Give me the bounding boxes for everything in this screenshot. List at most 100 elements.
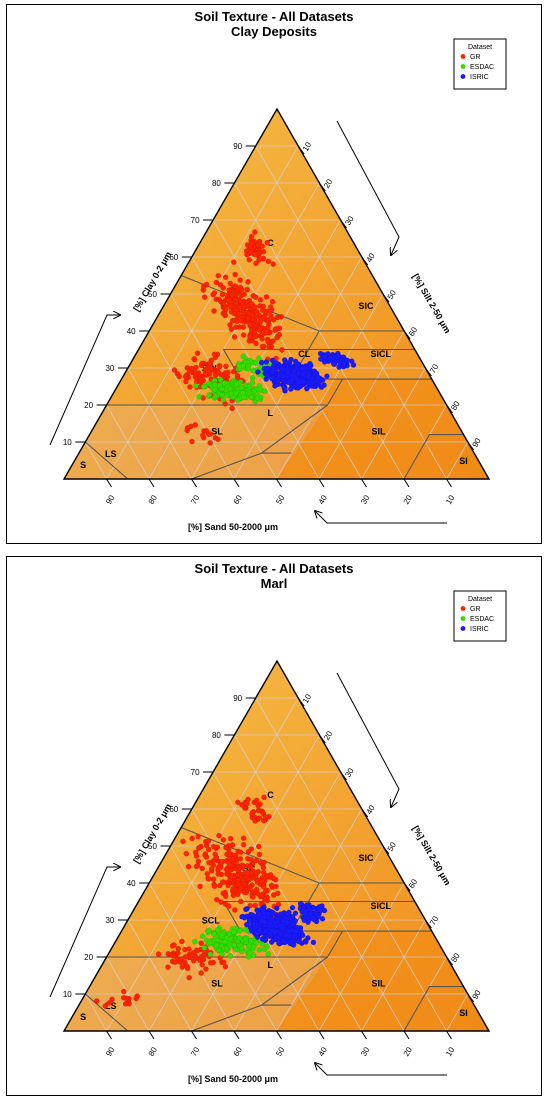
data-point-gr [218, 899, 224, 905]
sand-tick-label: 20 [402, 1045, 415, 1058]
data-point-gr [176, 373, 182, 380]
sand-tick-label: 40 [317, 493, 330, 506]
data-point-isric [299, 932, 306, 939]
data-point-gr [263, 874, 270, 880]
data-point-gr [253, 308, 260, 315]
soil-texture-panel-marl: Soil Texture - All DatasetsMarlCSCSICSIC… [6, 556, 542, 1096]
class-label-sic: SIC [358, 853, 374, 863]
data-point-gr [231, 310, 238, 317]
data-point-gr [252, 902, 258, 909]
class-label-c: C [267, 790, 274, 800]
data-point-gr [237, 864, 244, 871]
sand-tick-label: 30 [359, 1045, 372, 1058]
silt-tick [340, 771, 348, 781]
data-point-isric [295, 370, 302, 377]
data-point-esdac [250, 943, 257, 950]
legend-label-esdac: ESDAC [470, 64, 494, 71]
silt-tick-label: 10 [301, 140, 314, 153]
data-point-gr [268, 882, 275, 889]
data-point-gr [231, 259, 237, 265]
data-point-gr [178, 956, 184, 962]
data-point-gr [210, 959, 216, 966]
sand-tick-label: 40 [317, 1045, 330, 1058]
clay-tick-label: 70 [191, 768, 200, 777]
data-point-gr [227, 835, 234, 842]
data-point-isric [269, 916, 275, 922]
data-point-gr [238, 898, 244, 905]
data-point-gr [257, 801, 263, 807]
data-point-esdac [257, 386, 263, 393]
data-point-gr [260, 864, 267, 871]
data-point-gr [273, 883, 279, 890]
legend-marker-gr [460, 54, 466, 59]
data-point-gr [256, 815, 263, 821]
data-point-isric [289, 914, 296, 920]
data-point-gr [189, 438, 195, 445]
data-point-isric [255, 369, 261, 375]
data-point-gr [184, 963, 190, 970]
class-boundary [403, 986, 464, 1032]
data-point-gr [230, 886, 236, 892]
data-point-isric [274, 905, 280, 911]
data-point-esdac [261, 388, 268, 395]
data-point-gr [260, 884, 267, 890]
data-point-gr [217, 864, 224, 871]
data-point-esdac [219, 392, 225, 399]
data-point-gr [262, 814, 269, 820]
clay-tick-label: 70 [191, 216, 200, 225]
class-label-ls: LS [105, 449, 117, 459]
data-point-isric [293, 364, 300, 371]
data-point-isric [313, 370, 319, 377]
data-point-gr [249, 327, 255, 334]
data-point-gr [171, 942, 177, 948]
data-point-isric [294, 924, 300, 931]
data-point-gr [237, 849, 244, 855]
data-point-gr [223, 306, 229, 312]
class-label-sic: SIC [358, 301, 374, 311]
data-point-gr [232, 283, 238, 289]
sand-tick [276, 478, 282, 488]
data-point-gr [261, 859, 267, 866]
data-point-gr [183, 850, 190, 857]
data-point-isric [282, 378, 288, 385]
data-point-gr [244, 251, 250, 258]
sand-tick-label: 60 [232, 1045, 245, 1058]
clay-tick-label: 60 [169, 253, 178, 262]
sand-tick [148, 1030, 155, 1040]
data-point-isric [316, 907, 323, 913]
data-point-gr [252, 304, 258, 310]
data-point-gr [256, 257, 262, 263]
data-point-gr [230, 369, 237, 375]
data-point-isric [331, 361, 337, 367]
silt-axis-title: [%] Silt 2-50 μm [411, 272, 453, 335]
data-point-isric [290, 372, 297, 378]
silt-tick-label: 50 [386, 288, 399, 301]
clay-direction-arrow [49, 315, 120, 446]
data-point-gr [259, 343, 266, 350]
data-point-gr [172, 952, 179, 959]
data-point-esdac [192, 938, 198, 945]
data-point-isric [282, 932, 289, 938]
data-point-gr [252, 818, 258, 824]
data-point-gr [225, 859, 231, 865]
sand-tick [233, 1030, 240, 1040]
data-point-gr [226, 850, 232, 857]
data-point-gr [102, 1003, 109, 1009]
data-point-gr [237, 277, 243, 283]
sand-tick-label: 90 [104, 1045, 117, 1058]
data-point-gr [198, 940, 204, 946]
data-point-gr [257, 326, 264, 332]
clay-tick-label: 40 [127, 327, 136, 336]
data-point-esdac [217, 376, 224, 383]
sand-axis-title: [%] Sand 50-2000 μm [188, 522, 278, 532]
data-point-isric [246, 918, 253, 925]
data-point-gr [220, 879, 227, 885]
data-point-gr [182, 954, 189, 960]
clay-tick-label: 60 [169, 805, 178, 814]
clay-tick-label: 50 [148, 842, 157, 851]
data-point-esdac [246, 943, 252, 950]
clay-tick-label: 40 [127, 879, 136, 888]
data-point-gr [220, 299, 227, 306]
data-point-gr [198, 970, 204, 976]
class-label-sicl: SICL [371, 901, 392, 911]
